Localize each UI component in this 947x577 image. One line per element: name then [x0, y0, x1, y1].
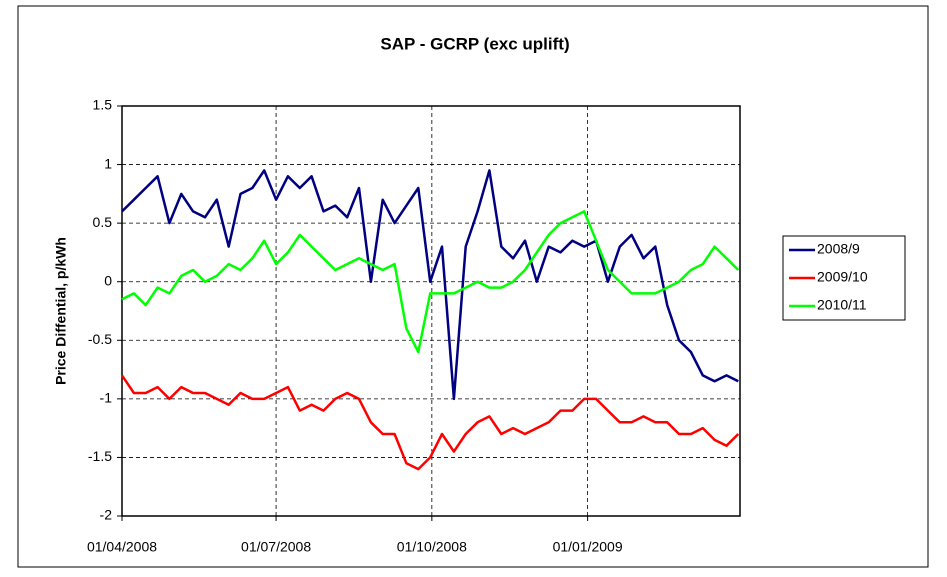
y-tick-label: 0.5: [93, 214, 113, 230]
y-tick-label: -0.5: [88, 331, 112, 347]
series-line: [121, 210, 740, 354]
y-tick-label: 0: [104, 272, 112, 288]
y-tick-label: 1.5: [93, 97, 113, 113]
legend-label: 2010/11: [817, 297, 867, 313]
chart-title: SAP - GCRP (exc uplift): [380, 34, 569, 53]
plot-area: [122, 106, 740, 516]
x-tick-label: 01/10/2008: [397, 539, 467, 555]
y-tick-label: -2: [100, 507, 113, 523]
x-tick-label: 01/01/2009: [553, 539, 623, 555]
x-tick-label: 01/04/2008: [87, 539, 157, 555]
series-line: [121, 169, 739, 401]
legend-label: 2009/10: [817, 269, 868, 285]
series-line: [120, 374, 740, 471]
x-tick-label: 01/07/2008: [241, 539, 311, 555]
y-axis-label: Price Diffential, p/kWh: [53, 237, 69, 385]
legend-label: 2008/9: [817, 241, 860, 257]
y-tick-label: -1: [100, 390, 113, 406]
y-tick-label: 1: [104, 155, 112, 171]
y-tick-label: -1.5: [88, 448, 112, 464]
plot-border: [121, 105, 741, 517]
